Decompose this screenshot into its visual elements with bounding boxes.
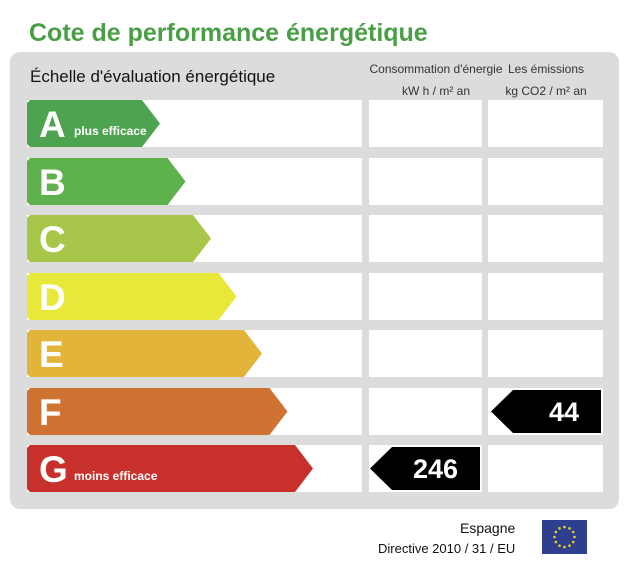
- eu-star-icon: [554, 540, 558, 544]
- rating-letter: E: [39, 334, 64, 375]
- rating-row-f: F 44: [0, 387, 630, 435]
- rating-letter: C: [39, 219, 66, 260]
- consumption-marker: 246: [370, 447, 480, 490]
- rating-row-c: C: [0, 215, 630, 262]
- emissions-header: Les émissions kg CO2 / m² an: [489, 58, 603, 102]
- rating-letter: D: [39, 276, 66, 318]
- emissions-cell: [488, 330, 603, 377]
- rating-row-b: B: [0, 157, 630, 205]
- rating-letter: G: [39, 449, 68, 490]
- emissions-cell: [488, 445, 603, 492]
- eu-star-icon: [568, 544, 571, 547]
- emissions-cell: [488, 215, 603, 262]
- eu-star-icon: [563, 545, 566, 549]
- consumption-cell: [369, 157, 482, 205]
- rating-letter: A: [39, 104, 66, 145]
- rating-note: plus efficace: [74, 124, 147, 138]
- eu-star-icon: [558, 544, 561, 547]
- eu-star-icon: [563, 525, 566, 529]
- emissions-header-label: Les émissions: [507, 62, 585, 76]
- emissions-header-unit: kg CO2 / m² an: [505, 84, 587, 98]
- page-title: Cote de performance énergétique: [29, 19, 428, 47]
- eu-star-icon: [573, 535, 576, 539]
- rating-note: moins efficace: [74, 469, 158, 483]
- rating-row-d: D: [0, 272, 630, 320]
- scale-title: Échelle d'évaluation énergétique: [30, 67, 276, 86]
- consumption-cell: [369, 387, 482, 435]
- eu-star-icon: [571, 540, 575, 544]
- emissions-marker: 44: [491, 389, 601, 433]
- eu-star-icon: [554, 530, 558, 534]
- eu-star-icon: [568, 527, 571, 530]
- consumption-header-unit: kW h / m² an: [401, 84, 470, 98]
- emissions-cell: [488, 157, 603, 205]
- eu-flag-icon: [542, 520, 587, 554]
- footer-directive: Directive 2010 / 31 / EU: [378, 541, 516, 556]
- emissions-cell: [488, 272, 603, 320]
- rating-arrow-e: E: [27, 330, 262, 377]
- rating-arrow-b: B: [27, 157, 186, 205]
- rating-arrow-f: F: [27, 387, 288, 435]
- eu-star-icon: [571, 530, 575, 534]
- consumption-header-label: Consommation d'énergie: [369, 62, 503, 76]
- eu-star-icon: [558, 527, 561, 530]
- emissions-cell: [488, 100, 603, 147]
- emissions-marker-value: 44: [548, 396, 579, 427]
- rating-arrow-d: D: [27, 272, 237, 320]
- consumption-cell: [369, 330, 482, 377]
- consumption-header: Consommation d'énergie kW h / m² an: [366, 58, 506, 102]
- consumption-cell: [369, 100, 482, 147]
- rating-letter: F: [39, 391, 62, 433]
- rating-arrow-c: C: [27, 215, 211, 262]
- consumption-cell: [369, 215, 482, 262]
- consumption-marker-value: 246: [412, 454, 458, 484]
- footer-country: Espagne: [460, 520, 516, 536]
- rating-letter: B: [39, 161, 66, 203]
- rating-row-e: E: [0, 330, 630, 377]
- consumption-cell: [369, 272, 482, 320]
- eu-star-icon: [553, 535, 556, 539]
